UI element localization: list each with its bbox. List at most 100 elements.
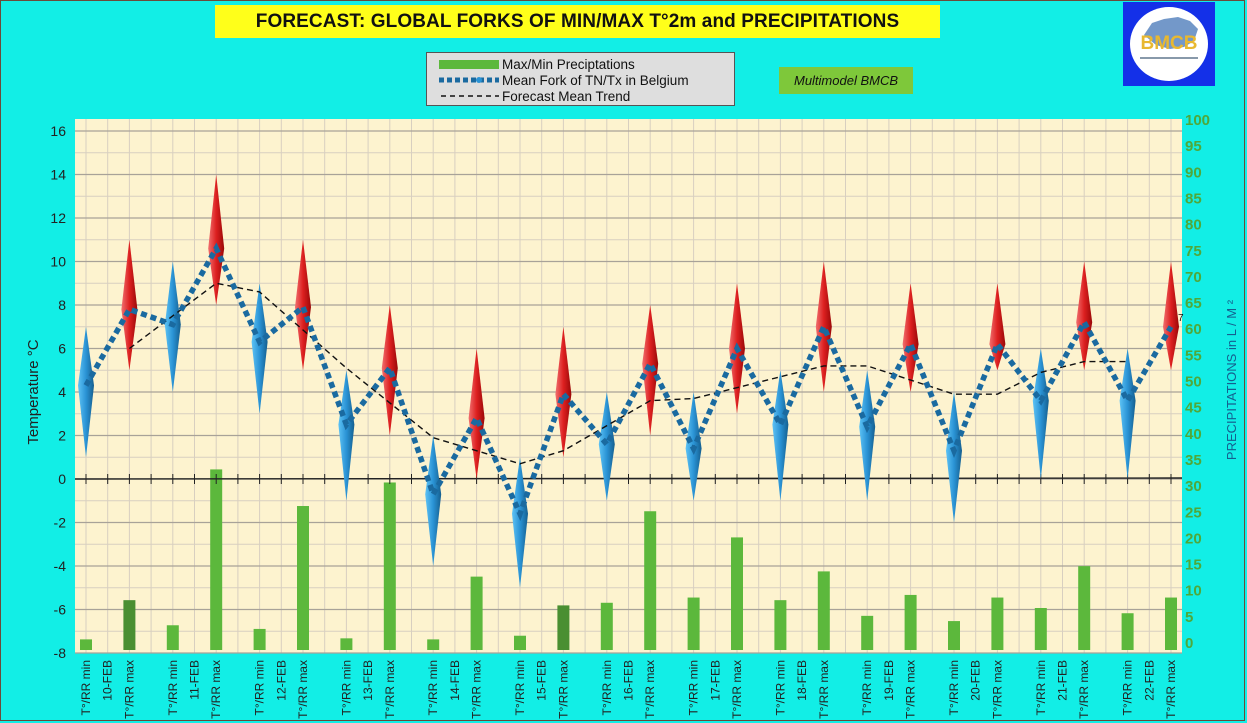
y-tick-label: 16 xyxy=(50,123,66,139)
x-label-date: 12-FEB xyxy=(274,660,288,701)
precip-bar xyxy=(123,600,136,650)
dotted-line-swatch-icon xyxy=(439,73,499,87)
precip-bar xyxy=(166,625,179,650)
x-label-min: T°/RR min xyxy=(79,660,93,715)
max-temp-diamond xyxy=(1163,261,1179,371)
x-label-date: 22-FEB xyxy=(1142,660,1156,701)
x-label-max: T°/RR max xyxy=(1164,660,1178,719)
max-temp-diamond xyxy=(902,283,919,392)
y2-tick-label: 95 xyxy=(1185,138,1202,155)
min-temp-diamond xyxy=(338,370,355,501)
x-label-date: 21-FEB xyxy=(1056,660,1070,701)
x-label-min: T°/RR min xyxy=(947,660,961,715)
logo-subtitle-line xyxy=(1140,57,1198,59)
y-tick-label: 10 xyxy=(50,254,66,270)
x-label-max: T°/RR max xyxy=(556,660,570,719)
y-tick-label: -8 xyxy=(54,645,67,661)
forecast-trend-line xyxy=(128,282,1128,465)
min-temp-diamond xyxy=(1119,348,1136,479)
x-label-max: T°/RR max xyxy=(1077,660,1091,719)
logo-text: BMCB xyxy=(1140,33,1198,54)
precip-bar xyxy=(210,469,223,650)
x-label-max: T°/RR max xyxy=(470,660,484,719)
precip-bar xyxy=(1034,608,1047,650)
y-tick-label: 2 xyxy=(58,428,66,444)
legend-label: Forecast Mean Trend xyxy=(502,88,631,104)
precip-bar xyxy=(904,594,917,650)
belgium-map-icon xyxy=(1144,17,1198,49)
legend: Max/Min Preciptations Mean Fork of TN/Tx… xyxy=(426,52,735,106)
legend-item-precipitation: Max/Min Preciptations xyxy=(439,56,635,72)
min-temp-diamond xyxy=(859,370,876,501)
min-temp-diamond xyxy=(512,457,528,588)
y2-tick-label: 100 xyxy=(1185,112,1210,129)
precip-bar xyxy=(600,602,613,650)
y2-axis-title: PRECIPITATIONS in L / M ² xyxy=(1224,299,1239,460)
max-temp-diamond xyxy=(815,261,832,392)
x-label-date: 13-FEB xyxy=(361,660,375,701)
y2-tick-label: 50 xyxy=(1185,374,1202,391)
y2-tick-label: 20 xyxy=(1185,530,1202,547)
y2-tick-label: 15 xyxy=(1185,557,1202,574)
precip-bar xyxy=(817,571,830,650)
y2-tick-label: 5 xyxy=(1185,609,1193,626)
y2-tick-label: 85 xyxy=(1185,190,1202,207)
mean-fork-line xyxy=(83,242,1174,522)
min-temp-diamond xyxy=(1032,348,1049,479)
x-label-date: 19-FEB xyxy=(882,660,896,701)
x-label-min: T°/RR min xyxy=(1034,660,1048,715)
y2-tick-label: 10 xyxy=(1185,583,1202,600)
y2-tick-label: 90 xyxy=(1185,164,1202,181)
x-label-max: T°/RR max xyxy=(209,660,223,719)
end-value-label: 7 xyxy=(1178,313,1184,324)
x-label-max: T°/RR max xyxy=(122,660,136,719)
y-tick-label: 12 xyxy=(50,210,66,226)
max-temp-diamond xyxy=(295,239,311,371)
x-label-max: T°/RR max xyxy=(730,660,744,719)
precip-bar xyxy=(774,600,787,650)
x-label-min: T°/RR min xyxy=(339,660,353,715)
max-temp-diamond xyxy=(555,326,572,458)
x-label-min: T°/RR min xyxy=(773,660,787,715)
y2-tick-label: 75 xyxy=(1185,243,1202,260)
legend-label: Max/Min Preciptations xyxy=(502,56,635,72)
y2-tick-label: 25 xyxy=(1185,504,1202,521)
min-temp-diamond xyxy=(772,370,789,501)
max-temp-diamond xyxy=(468,348,485,479)
y2-tick-label: 70 xyxy=(1185,269,1202,286)
precip-bar-swatch-icon xyxy=(439,57,499,71)
max-temp-diamond xyxy=(121,239,138,371)
x-label-min: T°/RR min xyxy=(166,660,180,715)
x-label-date: 17-FEB xyxy=(708,660,722,701)
x-label-min: T°/RR min xyxy=(687,660,701,715)
precip-bar xyxy=(383,482,396,650)
x-label-date: 11-FEB xyxy=(188,660,202,700)
x-label-min: T°/RR min xyxy=(426,660,440,715)
precip-bar xyxy=(514,635,526,650)
precip-bar xyxy=(253,628,266,650)
logo-circle: BMCB xyxy=(1130,7,1208,81)
y-tick-label: -6 xyxy=(54,602,67,618)
y2-tick-label: 80 xyxy=(1185,217,1202,234)
x-label-date: 16-FEB xyxy=(622,660,636,701)
precip-bar xyxy=(80,639,92,650)
x-label-max: T°/RR max xyxy=(383,660,397,719)
y-tick-label: 0 xyxy=(58,471,66,487)
min-temp-diamond xyxy=(78,326,94,458)
y-tick-label: 8 xyxy=(58,297,66,313)
x-label-date: 15-FEB xyxy=(535,660,549,701)
y-tick-label: 6 xyxy=(58,341,66,357)
y2-tick-label: 35 xyxy=(1185,452,1202,469)
multimodel-badge: Multimodel BMCB xyxy=(779,67,913,94)
max-temp-diamond xyxy=(642,305,659,436)
legend-item-mean-fork: Mean Fork of TN/Tx in Belgium xyxy=(439,72,689,88)
x-label-min: T°/RR min xyxy=(1121,660,1135,715)
dashed-line-swatch-icon xyxy=(439,89,499,103)
x-label-min: T°/RR min xyxy=(600,660,614,715)
x-label-max: T°/RR max xyxy=(643,660,657,719)
y-tick-label: -2 xyxy=(54,515,67,531)
x-label-max: T°/RR max xyxy=(990,660,1004,719)
precip-bar xyxy=(340,638,353,650)
y2-tick-label: 60 xyxy=(1185,321,1202,338)
x-label-min: T°/RR min xyxy=(513,660,527,715)
